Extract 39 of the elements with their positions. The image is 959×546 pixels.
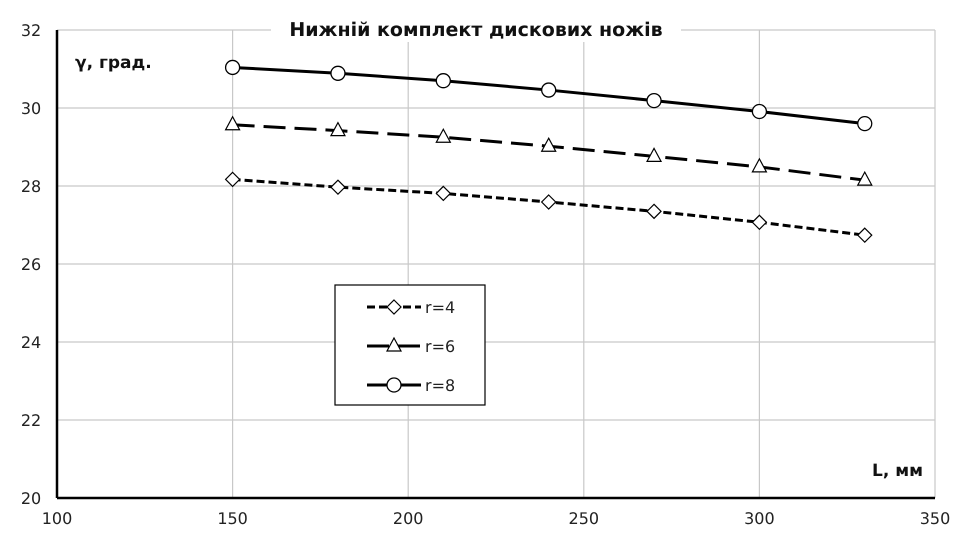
point — [436, 128, 451, 143]
y-tick-label: 28 — [20, 177, 42, 196]
x-tick-label: 350 — [920, 509, 950, 528]
y-tick-label: 24 — [20, 333, 42, 352]
legend-label: r=4 — [425, 298, 456, 317]
point — [541, 138, 556, 152]
point — [224, 60, 240, 76]
point — [646, 148, 662, 162]
point — [857, 172, 872, 186]
point — [752, 158, 767, 172]
point — [752, 214, 767, 230]
y-tick-label: 32 — [20, 21, 42, 40]
point — [646, 92, 662, 108]
x-tick-label: 200 — [392, 509, 424, 528]
y-tick-label: 26 — [20, 255, 42, 274]
y-axis-title: γ, град. — [75, 53, 152, 73]
x-axis-title: L, мм — [872, 461, 923, 481]
point — [541, 82, 556, 98]
x-tick-label: 250 — [568, 509, 600, 528]
x-tick-label: 100 — [42, 509, 72, 528]
point — [752, 104, 768, 120]
point — [225, 172, 240, 187]
x-tick-label: 300 — [744, 509, 775, 528]
y-tick-label: 22 — [20, 411, 42, 430]
chart-title: Нижній комплект дискових ножів — [289, 19, 663, 41]
point — [330, 180, 346, 195]
point — [646, 204, 662, 219]
point — [225, 116, 240, 130]
point — [436, 186, 451, 202]
point — [857, 116, 872, 132]
y-tick-label: 20 — [20, 489, 42, 508]
y-tick-label: 30 — [20, 99, 42, 118]
point — [541, 194, 556, 210]
point — [436, 73, 451, 88]
x-tick-label: 150 — [217, 509, 248, 528]
legend-label: r=8 — [425, 376, 456, 395]
legend-label: r=6 — [425, 337, 456, 356]
point — [330, 122, 346, 136]
point — [330, 66, 346, 81]
